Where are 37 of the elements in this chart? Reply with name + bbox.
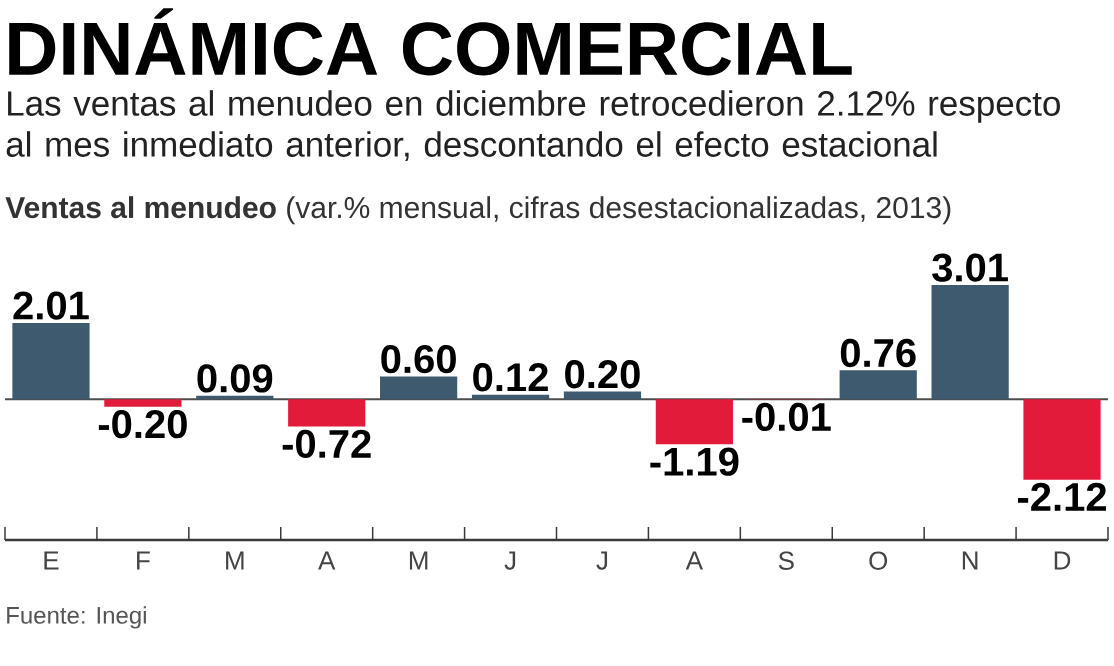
data-label: 2.01 — [13, 291, 89, 320]
data-label: -0.01 — [742, 402, 831, 432]
data-label: -1.19 — [650, 447, 739, 476]
data-label: -2.12 — [1018, 482, 1107, 511]
x-tick-label: A — [685, 551, 703, 570]
chart-title: DINÁMICA COMERCIAL — [9, 8, 852, 76]
data-label: -0.20 — [98, 409, 187, 439]
bar — [839, 370, 917, 400]
x-tick-label: A — [318, 551, 336, 570]
data-label: 0.76 — [840, 338, 916, 368]
data-label: 3.01 — [932, 253, 1008, 282]
bar — [931, 284, 1009, 400]
x-tick-label: F — [137, 551, 150, 570]
x-tick-label: M — [226, 551, 244, 570]
x-tick-label: D — [1054, 551, 1071, 570]
data-label: 0.20 — [565, 360, 640, 389]
data-label: -0.72 — [282, 429, 371, 459]
bar — [1023, 399, 1101, 480]
chart-subtitle: Las ventas al menudeo en diciembre retrocedieron 2.12% respecto al mes inmediato anterior, descontando el efecto estacional — [6, 90, 1060, 162]
x-tick-label: S — [778, 551, 794, 570]
data-label: 0.09 — [197, 364, 273, 393]
y-axis-title: Ventas al menudeo (var.% mensual, cifras desestacionalizadas, 2013) — [5, 196, 951, 225]
bar — [288, 399, 366, 427]
bar — [104, 399, 182, 407]
x-tick-label: M — [409, 551, 428, 570]
x-tick-label: O — [869, 551, 888, 570]
x-tick-label: E — [44, 551, 59, 570]
bar — [563, 391, 642, 400]
x-tick-label: N — [962, 551, 978, 570]
data-label: 0.60 — [381, 344, 456, 374]
x-tick-label: J — [504, 551, 516, 570]
source-note: Fuente: Inegi — [7, 606, 146, 629]
bar — [380, 376, 458, 400]
bar — [655, 399, 733, 445]
data-label: 0.12 — [473, 363, 548, 392]
bar — [12, 322, 90, 400]
x-tick-label: J — [596, 551, 608, 570]
